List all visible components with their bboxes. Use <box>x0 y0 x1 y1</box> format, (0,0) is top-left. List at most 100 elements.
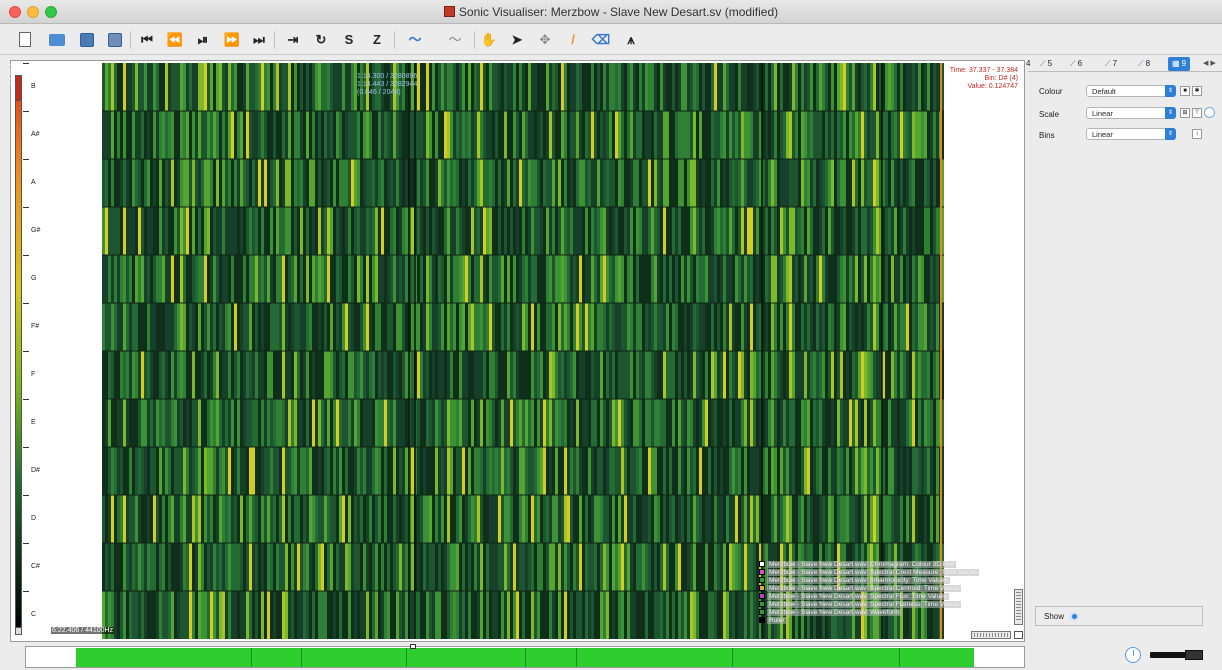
legend-swatch <box>759 585 765 591</box>
maximize-window-button[interactable] <box>45 6 57 18</box>
solo-button[interactable]: S <box>338 29 360 51</box>
overview-waveform[interactable] <box>76 648 974 667</box>
legend-label: Merzbow - Slave New Desart.wav: Spectral… <box>767 593 949 600</box>
close-window-button[interactable] <box>9 6 21 18</box>
colour-scale-bar <box>15 75 22 635</box>
legend-label: Merzbow - Slave New Desart.wav: Waveform <box>767 609 902 616</box>
show-layer-toggle[interactable] <box>1070 612 1079 621</box>
main-view-pane[interactable]: 0.17/0.2 B A# A G# G F# F E D# D C# C 1:14.300 / 32… <box>10 60 1025 642</box>
legend-label: Merzbow - Slave New Desart.wav: Spectral… <box>767 569 980 576</box>
time-values-icon: ⟋ <box>1040 59 1046 68</box>
colour-scale-max-text: 0.17/0.2 <box>10 63 16 85</box>
tab-label: 6 <box>1077 59 1083 68</box>
duration-readout: 6:22.406 / 44100Hz <box>51 627 115 634</box>
chromagram-plot[interactable]: 1:14.300 / 3280896 1:14.443 / 3282944 (0… <box>102 63 945 639</box>
scale-select[interactable]: Linear ⇕ <box>1086 107 1176 119</box>
colour-scale-min <box>15 627 22 635</box>
fast-forward-end-button[interactable]: ⏭ <box>248 29 270 51</box>
tab-layer-7[interactable]: ⟋ 7 <box>1105 57 1117 71</box>
normalize-visible-toggle[interactable]: ⊤ <box>1192 108 1202 118</box>
tab-layer-9[interactable]: ▦ 9 <box>1168 57 1191 71</box>
info-time: Time: 37.337 - 37.384 <box>949 67 1018 74</box>
layer-property-panel: 4 ⟋ 5 ⟋ 6 ⟋ 7 ⟋ 8 ▦ 9 ◀ ▶ Colour Default ⇕ ■ ✱… <box>1026 56 1222 646</box>
legend-swatch <box>759 593 765 599</box>
layer-tab-bar: 4 ⟋ 5 ⟋ 6 ⟋ 7 ⟋ 8 ▦ 9 ◀ ▶ <box>1026 56 1222 72</box>
bin-tick <box>23 159 29 160</box>
save-as-button[interactable] <box>104 29 126 51</box>
play-selection-button[interactable]: ⇥ <box>282 29 304 51</box>
measurement-info: Time: 37.337 - 37.384 Bin: D# (4) Value:… <box>950 67 1018 91</box>
rewind-icon: ⏪ <box>166 32 184 47</box>
fast-forward-icon: ⏩ <box>223 32 241 47</box>
tab-layer-8[interactable]: ⟋ 8 <box>1138 57 1150 71</box>
navigate-tool-button[interactable]: ✋ <box>478 29 500 51</box>
tab-layer-6[interactable]: ⟋ 6 <box>1070 57 1082 71</box>
colour-map-select[interactable]: Default ⇕ <box>1086 85 1176 97</box>
measure-tool-button[interactable]: ⩚ <box>620 29 642 51</box>
spectrum-icon: 〜 <box>448 32 462 47</box>
draw-tool-button[interactable]: / <box>562 29 584 51</box>
open-button[interactable] <box>46 29 68 51</box>
chevron-down-icon: ⇕ <box>1165 85 1176 97</box>
scale-label: Scale <box>1039 110 1060 119</box>
waveform-tool-button[interactable]: 〜 <box>404 29 426 51</box>
play-pause-icon: ⏯ <box>197 32 209 47</box>
playback-speed-dial[interactable] <box>1125 647 1141 663</box>
chromagram-cells <box>102 63 945 639</box>
move-tool-button[interactable]: ✥ <box>534 29 556 51</box>
save-button[interactable] <box>76 29 98 51</box>
bin-scale: B A# A G# G F# F E D# D C# C <box>23 61 101 643</box>
legend-swatch <box>759 617 765 623</box>
erase-tool-button[interactable]: ⌫ <box>590 29 612 51</box>
horizontal-zoom-slider[interactable] <box>971 631 1011 639</box>
tab-label: 4 <box>1026 59 1031 68</box>
pencil-icon: / <box>571 32 575 47</box>
bin-label: E <box>31 419 36 426</box>
bin-tick <box>23 495 29 496</box>
overview-section-line <box>251 648 252 667</box>
vertical-zoom-thumb[interactable] <box>1016 592 1021 622</box>
speed-button[interactable]: Z <box>366 29 388 51</box>
measure-icon: ⩚ <box>627 32 635 47</box>
select-tool-button[interactable]: ➤ <box>506 29 528 51</box>
minimize-window-button[interactable] <box>27 6 39 18</box>
bin-tick <box>23 111 29 112</box>
toolbar-separator <box>274 31 275 49</box>
legend-swatch <box>759 601 765 607</box>
tab-layer-5[interactable]: ⟋ 5 <box>1040 57 1052 71</box>
waveform-icon: 〜 <box>408 32 422 47</box>
normalize-columns-toggle[interactable]: ⊞ <box>1180 108 1190 118</box>
new-session-button[interactable] <box>14 29 36 51</box>
rewind-button[interactable]: ⏪ <box>164 29 186 51</box>
loop-button[interactable]: ↻ <box>310 29 332 51</box>
legend-label: Merzbow - Slave New Desart.wav: Chromagr… <box>767 561 956 568</box>
reset-zoom-button[interactable] <box>1014 631 1023 639</box>
save-as-icon <box>108 33 122 47</box>
rewind-start-button[interactable]: ⏮ <box>136 29 158 51</box>
tab-scroll-arrows[interactable]: ◀ ▶ <box>1203 60 1216 67</box>
time-values-icon: ⟋ <box>1105 59 1111 68</box>
playhead-marker[interactable] <box>410 644 416 649</box>
tab-layer-4[interactable]: 4 <box>1026 57 1030 71</box>
colour-dark-toggle[interactable]: ✱ <box>1192 86 1202 96</box>
volume-slider[interactable] <box>1150 652 1202 658</box>
bins-select[interactable]: Linear ⇕ <box>1086 128 1176 140</box>
fast-forward-button[interactable]: ⏩ <box>221 29 243 51</box>
save-icon <box>80 33 94 47</box>
volume-slider-thumb[interactable] <box>1185 650 1203 660</box>
speed-icon: Z <box>373 32 381 47</box>
gain-dial[interactable] <box>1204 107 1215 118</box>
bin-display-toggle[interactable]: ↕ <box>1192 129 1202 139</box>
play-pause-button[interactable]: ⏯ <box>192 29 214 51</box>
overview-panel[interactable] <box>25 644 1025 668</box>
bin-label: A <box>31 179 36 186</box>
bin-label: C# <box>31 563 40 570</box>
horizontal-zoom-thumb[interactable] <box>974 633 1008 637</box>
spectrum-tool-button[interactable]: 〜 <box>444 29 466 51</box>
vertical-zoom-slider[interactable] <box>1014 589 1023 625</box>
scale-value: Linear <box>1092 109 1113 118</box>
position-readout-line: 1:14.443 / 3282944 <box>357 81 418 88</box>
info-value: Value: 0.124747 <box>967 83 1018 90</box>
colour-invert-toggle[interactable]: ■ <box>1180 86 1190 96</box>
toolbar: ⏮ ⏪ ⏯ ⏩ ⏭ ⇥ ↻ S Z 〜 〜 ✋ ➤ ✥ / ⌫ ⩚ <box>0 25 1222 55</box>
